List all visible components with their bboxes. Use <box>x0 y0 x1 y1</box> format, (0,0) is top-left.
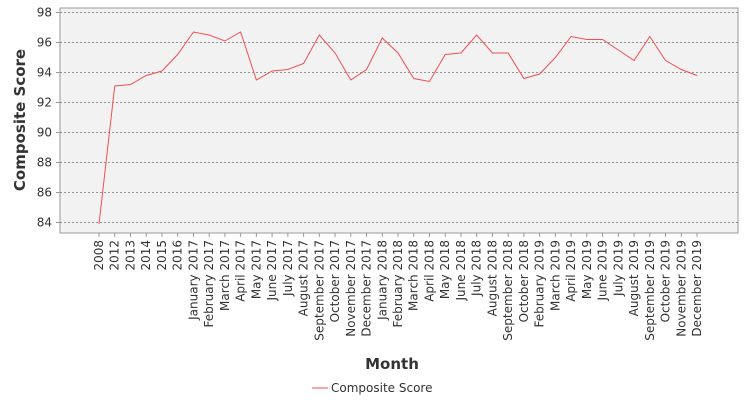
y-tick-label: 98 <box>37 6 52 20</box>
y-tick-label: 92 <box>37 96 52 110</box>
y-axis-title: Composite Score <box>11 49 29 191</box>
x-tick-label: June 2018 <box>454 240 468 302</box>
x-tick-label: May 2018 <box>438 240 452 299</box>
x-tick-label: August 2018 <box>485 240 499 316</box>
x-axis-title: Month <box>365 355 419 373</box>
y-tick-label: 86 <box>37 186 52 200</box>
x-tick-label: February 2018 <box>391 240 405 328</box>
x-tick-label: December 2019 <box>690 240 704 337</box>
y-tick-label: 94 <box>37 66 52 80</box>
x-tick-label: September 2019 <box>643 240 657 341</box>
x-tick-label: February 2017 <box>202 240 216 328</box>
legend-label: Composite Score <box>331 381 432 395</box>
x-tick-label: March 2019 <box>548 240 562 311</box>
x-tick-label: October 2017 <box>328 240 342 322</box>
y-tick-label: 88 <box>37 156 52 170</box>
plot-area <box>59 7 739 234</box>
x-tick-label: May 2017 <box>249 240 263 299</box>
x-tick-label: January 2017 <box>186 240 200 321</box>
x-tick-label: April 2019 <box>564 240 578 302</box>
x-tick-label: March 2017 <box>218 240 232 311</box>
x-tick-label: March 2018 <box>407 240 421 311</box>
x-tick-label: 2014 <box>139 240 153 271</box>
x-tick-label: July 2018 <box>470 240 484 297</box>
x-tick-label: 2008 <box>92 240 106 271</box>
x-tick-label: June 2019 <box>596 240 610 302</box>
x-tick-label: October 2018 <box>517 240 531 322</box>
x-tick-label: 2015 <box>155 240 169 271</box>
x-tick-label: April 2017 <box>234 240 248 302</box>
y-tick-label: 84 <box>37 216 52 230</box>
x-tick-label: July 2019 <box>611 240 625 297</box>
x-tick-label: April 2018 <box>422 240 436 302</box>
data-line <box>98 31 698 225</box>
x-tick-label: June 2017 <box>265 240 279 302</box>
x-tick-label: 2013 <box>123 240 137 271</box>
x-tick-label: May 2019 <box>580 240 594 299</box>
x-tick-label: November 2019 <box>674 240 688 337</box>
y-tick-label: 96 <box>37 36 52 50</box>
y-tick-label: 90 <box>37 126 52 140</box>
x-tick-label: November 2017 <box>344 240 358 337</box>
x-tick-label: October 2019 <box>659 240 673 322</box>
x-tick-label: December 2017 <box>360 240 374 337</box>
x-tick-label: August 2019 <box>627 240 641 316</box>
x-tick-label: February 2019 <box>533 240 547 328</box>
x-tick-label: September 2018 <box>501 240 515 341</box>
x-tick-label: August 2017 <box>297 240 311 316</box>
x-tick-label: January 2018 <box>375 240 389 321</box>
x-tick-label: 2012 <box>108 240 122 271</box>
x-tick-label: September 2017 <box>312 240 326 341</box>
x-tick-label: 2016 <box>171 240 185 271</box>
x-tick-label: July 2017 <box>281 240 295 297</box>
